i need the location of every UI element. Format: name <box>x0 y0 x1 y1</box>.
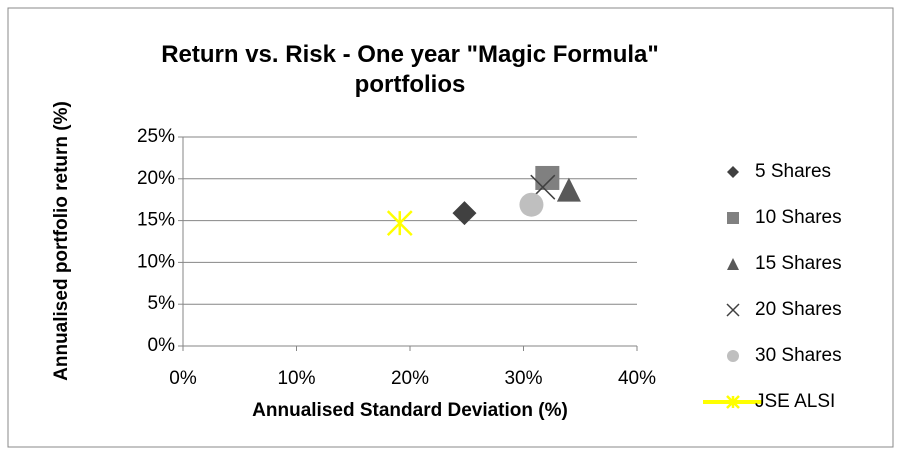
marker-shape <box>519 192 544 217</box>
y-axis-label: Annualised portfolio return (%) <box>51 101 72 381</box>
marker <box>727 350 739 362</box>
marker <box>726 395 740 409</box>
marker-shape <box>726 303 740 317</box>
marker <box>386 210 413 236</box>
x-tick-label: 10% <box>277 368 315 389</box>
marker <box>452 201 477 226</box>
y-tick-label: 15% <box>137 210 175 231</box>
chart-title: Return vs. Risk - One year "Magic Formul… <box>161 41 659 98</box>
legend-label: 15 Shares <box>755 253 842 274</box>
marker <box>535 165 560 190</box>
y-tick-label: 20% <box>137 168 175 189</box>
marker-shape <box>727 166 739 178</box>
y-tick-label: 10% <box>137 251 175 272</box>
legend-label: JSE ALSI <box>755 391 835 412</box>
y-tick-label: 5% <box>148 293 176 314</box>
marker-shape <box>386 210 413 236</box>
marker-shape <box>535 165 560 190</box>
x-tick-label: 0% <box>169 368 197 389</box>
marker-shape <box>556 177 581 202</box>
x-tick-label: 20% <box>391 368 429 389</box>
marker-shape <box>726 395 740 409</box>
marker-shape <box>727 212 739 224</box>
x-tick-label: 30% <box>504 368 542 389</box>
marker-shape <box>727 350 739 362</box>
marker <box>726 303 740 317</box>
x-tick-label: 40% <box>618 368 656 389</box>
chart-border <box>7 7 894 448</box>
y-tick-label: 25% <box>137 126 175 147</box>
legend-label: 30 Shares <box>755 345 842 366</box>
marker <box>727 212 739 224</box>
x-axis-label: Annualised Standard Deviation (%) <box>252 400 568 421</box>
marker <box>727 258 739 270</box>
marker-shape <box>727 258 739 270</box>
legend-label: 20 Shares <box>755 299 842 320</box>
y-tick-label: 0% <box>148 335 176 356</box>
marker <box>556 177 581 202</box>
marker <box>727 166 739 178</box>
marker-shape <box>452 201 477 226</box>
marker <box>519 192 544 217</box>
legend-label: 5 Shares <box>755 161 831 182</box>
legend-label: 10 Shares <box>755 207 842 228</box>
